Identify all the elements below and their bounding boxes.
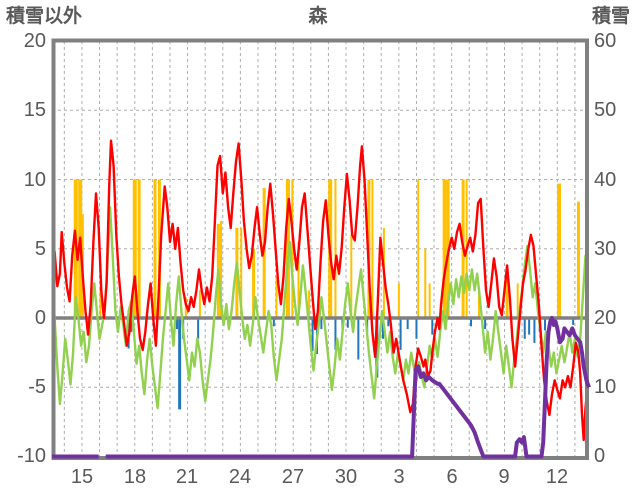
- x-tick-21: 21: [175, 466, 199, 488]
- x-tick-3: 3: [393, 466, 405, 488]
- right-tick-20: 20: [594, 307, 617, 329]
- left-tick-0: 0: [34, 307, 46, 329]
- x-tick-9: 9: [498, 466, 510, 488]
- x-tick-15: 15: [70, 466, 94, 488]
- x-tick-6: 6: [446, 466, 458, 488]
- left-tick-m5: -5: [28, 376, 46, 398]
- right-tick-60: 60: [594, 30, 617, 52]
- left-tick-m10: -10: [17, 445, 46, 467]
- right-tick-30: 30: [594, 238, 617, 260]
- right-tick-0: 0: [594, 445, 606, 467]
- plot-area: [52, 41, 589, 457]
- left-axis-title: 積雪以外: [6, 6, 83, 27]
- right-axis-title: 積雪: [591, 6, 630, 27]
- right-tick-10: 10: [594, 376, 617, 398]
- x-tick-24: 24: [228, 466, 252, 488]
- purple-line-snow: [52, 316, 591, 459]
- x-tick-12: 12: [545, 466, 569, 488]
- red-line: [52, 139, 589, 442]
- green-line: [52, 206, 589, 410]
- right-tick-50: 50: [594, 99, 617, 121]
- left-tick-15: 15: [23, 99, 46, 121]
- x-tick-30: 30: [334, 466, 358, 488]
- x-tick-18: 18: [123, 466, 147, 488]
- page-title: 森: [308, 6, 328, 27]
- left-tick-10: 10: [23, 169, 46, 191]
- left-tick-5: 5: [34, 238, 46, 260]
- left-tick-20: 20: [23, 30, 46, 52]
- right-tick-40: 40: [594, 169, 617, 191]
- x-tick-27: 27: [281, 466, 305, 488]
